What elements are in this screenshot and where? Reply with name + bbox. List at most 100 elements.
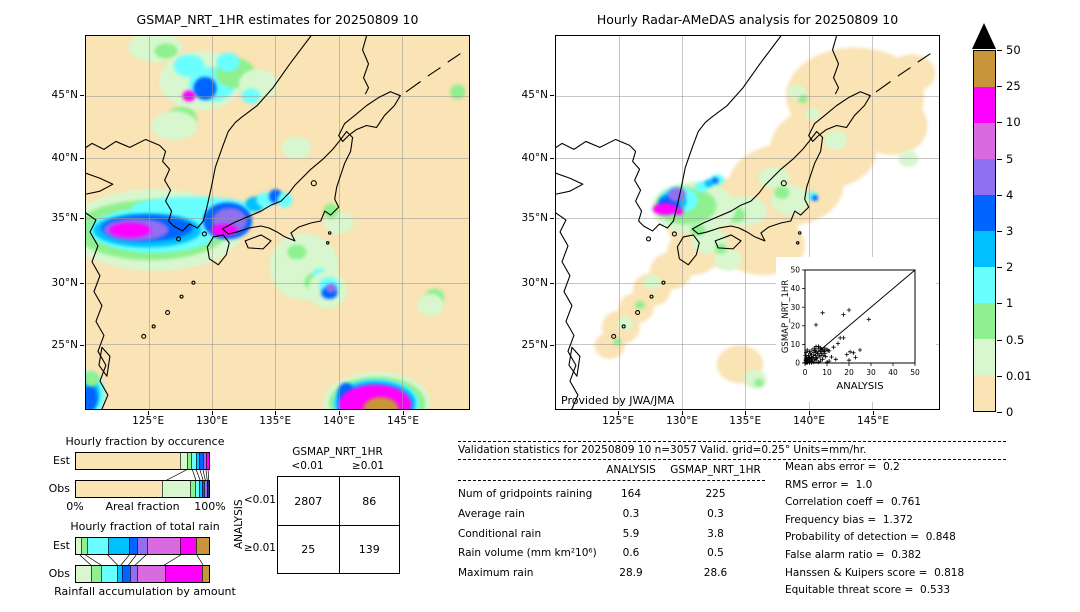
precip-blob bbox=[690, 223, 706, 236]
precip-blob bbox=[804, 108, 821, 121]
colorbar-tick-mark bbox=[997, 231, 1002, 232]
metric-line: Correlation coeff = 0.761 bbox=[785, 496, 921, 509]
bar-segment bbox=[201, 566, 210, 582]
metric-line: Frequency bias = 1.372 bbox=[785, 513, 913, 526]
inset-x-tick-label: 10 bbox=[822, 368, 832, 377]
grid-line-h bbox=[556, 218, 939, 220]
stats-row-label: Num of gridpoints raining bbox=[458, 488, 593, 500]
y-tick-label: 35°N bbox=[51, 212, 78, 224]
inset-x-tick-label: 40 bbox=[888, 368, 898, 377]
colorbar-tick-label: 1 bbox=[1006, 296, 1014, 311]
colorbar-tick-label: 5 bbox=[1006, 151, 1014, 166]
grid-line-v bbox=[618, 36, 620, 409]
colorbar-segment bbox=[974, 267, 995, 303]
colorbar bbox=[973, 50, 996, 412]
precip-blob bbox=[754, 378, 764, 387]
precip-blob bbox=[325, 283, 337, 293]
occurrence-est-bar bbox=[75, 452, 210, 470]
x-tick-mark bbox=[212, 411, 214, 415]
y-tick-mark bbox=[80, 95, 84, 96]
x-tick-mark bbox=[275, 411, 277, 415]
stats-row: Conditional rain 5.9 3.8 bbox=[458, 528, 765, 542]
totalrain-obs-label: Obs bbox=[48, 567, 70, 580]
metric-line: Hanssen & Kuipers score = 0.818 bbox=[785, 566, 965, 579]
grid-line-v bbox=[808, 36, 810, 409]
bar-segment bbox=[129, 538, 137, 554]
y-tick-label: 25°N bbox=[51, 339, 78, 352]
metric-line: RMS error = 1.0 bbox=[785, 478, 873, 491]
precip-blob bbox=[617, 316, 633, 330]
contingency-col-label-lt: <0.01 bbox=[291, 460, 324, 472]
grid-line-h bbox=[86, 344, 469, 346]
colorbar-tick-label: 0.01 bbox=[1006, 368, 1032, 383]
colorbar-tick-label: 0 bbox=[1006, 405, 1014, 419]
bar-segment bbox=[76, 453, 180, 469]
stats-row-gsmap-value: 225 bbox=[705, 488, 726, 500]
x-tick-mark bbox=[745, 411, 747, 415]
grid-line-h bbox=[86, 282, 469, 284]
stats-row: Rain volume (mm km²10⁶) 0.6 0.5 bbox=[458, 547, 765, 561]
precip-blob bbox=[216, 52, 240, 72]
scatter-points bbox=[803, 307, 871, 365]
precip-blob bbox=[774, 186, 790, 199]
inset-y-tick-label: 40 bbox=[790, 284, 800, 293]
precip-blob bbox=[281, 136, 312, 160]
grid-line-v bbox=[275, 36, 277, 409]
stats-row-analysis-value: 0.6 bbox=[622, 547, 640, 560]
contingency-row-label-ge: ≥0.01 bbox=[243, 542, 276, 554]
y-tick-mark bbox=[550, 282, 554, 284]
colorbar-segment bbox=[974, 51, 995, 87]
bar-segment bbox=[204, 481, 207, 497]
y-tick-mark bbox=[550, 95, 554, 96]
stats-row: Average rain 0.3 0.3 bbox=[458, 508, 765, 522]
grid-line-h bbox=[86, 95, 469, 97]
occurrence-xmin-label: 0% bbox=[66, 500, 84, 513]
precip-blob bbox=[108, 222, 152, 238]
precip-blob bbox=[704, 179, 714, 188]
occurrence-xaxis-label: Areal fraction bbox=[105, 500, 180, 513]
bar-segment bbox=[146, 538, 180, 554]
colorbar-tick-label: 4 bbox=[1006, 187, 1014, 202]
colorbar-tick-label: 50 bbox=[1006, 43, 1021, 57]
colorbar-tick-mark bbox=[997, 267, 1002, 269]
precip-blob bbox=[86, 371, 100, 387]
metric-line: False alarm ratio = 0.382 bbox=[785, 549, 922, 561]
bar-segment bbox=[161, 481, 190, 497]
stats-divider-header bbox=[458, 480, 765, 481]
precip-blob bbox=[652, 203, 678, 216]
x-tick-label: 145°E bbox=[857, 415, 889, 427]
grid-line-v bbox=[402, 36, 404, 409]
bar-segment bbox=[198, 481, 202, 497]
colorbar-tick-mark bbox=[997, 158, 1002, 160]
bar-segment bbox=[80, 538, 87, 554]
bar-segment bbox=[76, 481, 162, 497]
grid-line-v bbox=[148, 36, 150, 409]
stats-row-gsmap-value: 0.5 bbox=[707, 547, 724, 560]
contingency-cell-10: 25 bbox=[278, 525, 339, 573]
inset-scatter-plot: 0 10 20 30 40 50 0 10 20 30 40 50 ANALYSIS GSMAP_NRT_… bbox=[776, 257, 936, 402]
connector-line bbox=[195, 470, 201, 480]
bar-segment bbox=[76, 566, 91, 582]
x-tick-label: 125°E bbox=[132, 415, 165, 427]
stats-row-analysis-value: 28.9 bbox=[619, 567, 643, 580]
inset-y-tick-label: 50 bbox=[790, 266, 800, 275]
radar-map-title: Hourly Radar-AMeDAS analysis for 2025080… bbox=[596, 12, 899, 27]
grid-line-v bbox=[212, 36, 214, 409]
grid-line-h bbox=[556, 95, 939, 97]
x-tick-label: 145°E bbox=[387, 415, 419, 427]
bar-segment bbox=[179, 453, 187, 469]
grid-line-h bbox=[556, 282, 939, 284]
grid-line-h bbox=[556, 344, 939, 346]
occurrence-xmax-label: 100% bbox=[194, 500, 226, 513]
contingency-table: 2807 86 25 139 bbox=[277, 476, 400, 574]
precip-blob bbox=[154, 43, 178, 59]
y-tick-label: 40°N bbox=[51, 152, 78, 164]
inset-x-tick-label: 0 bbox=[803, 368, 808, 377]
stats-rows: Num of gridpoints raining 164 225 Average r… bbox=[458, 488, 765, 598]
bar-segment bbox=[194, 481, 199, 497]
grid-line-v bbox=[872, 36, 874, 409]
connector-line bbox=[196, 555, 204, 565]
x-tick-mark bbox=[403, 411, 404, 415]
colorbar-tick-mark bbox=[997, 303, 1002, 305]
